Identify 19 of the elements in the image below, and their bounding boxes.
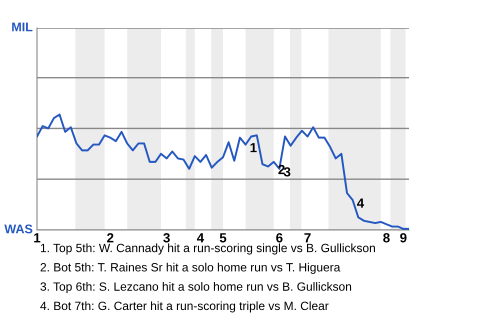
x-tick-label: 9 bbox=[400, 233, 407, 242]
annotation: 3 bbox=[284, 167, 290, 177]
annotation: 2 bbox=[278, 164, 285, 174]
x-tick-label: 8 bbox=[383, 233, 390, 242]
x-tick-label: 3 bbox=[163, 233, 170, 242]
text: 3. Top 6th: S. Lezcano hit a solo home run vs B. Gullickson bbox=[40, 282, 352, 294]
x-tick-label: 4 bbox=[196, 233, 204, 242]
x-tick-label: 5 bbox=[220, 233, 226, 242]
text: 4. Bot 7th: G. Carter hit a run-scoring triple vs M. Clear bbox=[40, 301, 329, 312]
annotation: 4 bbox=[357, 198, 364, 208]
text: 1. Top 5th: W. Cannady hit a run-scoring single vs B. Gullickson bbox=[40, 243, 375, 255]
x-tick-label: 7 bbox=[304, 233, 311, 242]
annotation: 1 bbox=[250, 143, 257, 152]
x-tick-label: 6 bbox=[276, 233, 283, 242]
x-tick-label: 1 bbox=[34, 233, 40, 242]
ref-line-label: MIL bbox=[12, 22, 32, 32]
ref-line-label: WAS bbox=[4, 224, 32, 234]
text: 2. Bot 5th: T. Raines Sr hit a solo home run vs T. Higuera bbox=[40, 262, 340, 274]
x-tick-label: 2 bbox=[107, 233, 114, 242]
